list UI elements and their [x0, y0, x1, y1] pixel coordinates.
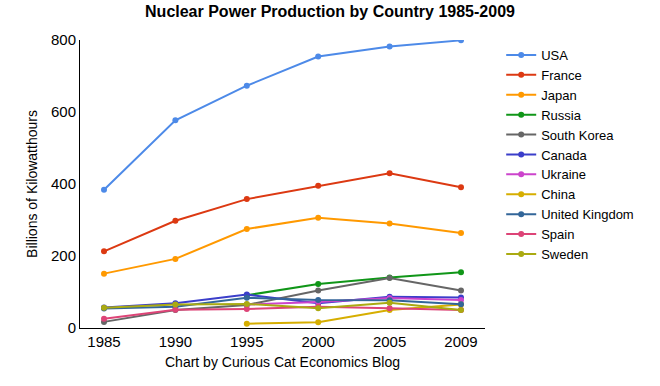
- svg-text:Ukraine: Ukraine: [541, 167, 586, 182]
- svg-text:Chart by Curious Cat Economics: Chart by Curious Cat Economics Blog: [165, 354, 400, 370]
- svg-text:Canada: Canada: [541, 148, 587, 163]
- svg-text:400: 400: [51, 175, 76, 192]
- svg-text:1990: 1990: [159, 333, 192, 350]
- svg-text:0: 0: [68, 319, 76, 336]
- svg-text:United Kingdom: United Kingdom: [541, 207, 634, 222]
- svg-text:China: China: [541, 187, 576, 202]
- svg-text:Sweden: Sweden: [541, 247, 588, 262]
- svg-text:Spain: Spain: [541, 227, 574, 242]
- svg-text:France: France: [541, 68, 581, 83]
- svg-text:Russia: Russia: [541, 108, 582, 123]
- svg-text:Nuclear Power Production by Co: Nuclear Power Production by Country 1985…: [145, 3, 515, 20]
- svg-text:Billions of Kilowatthours: Billions of Kilowatthours: [24, 110, 40, 258]
- svg-text:2009: 2009: [444, 333, 477, 350]
- svg-text:2000: 2000: [302, 333, 335, 350]
- svg-text:1995: 1995: [230, 333, 263, 350]
- svg-text:2005: 2005: [373, 333, 406, 350]
- svg-text:800: 800: [51, 31, 76, 48]
- svg-text:600: 600: [51, 103, 76, 120]
- svg-text:Japan: Japan: [541, 88, 576, 103]
- svg-text:200: 200: [51, 247, 76, 264]
- svg-text:South Korea: South Korea: [541, 128, 614, 143]
- svg-text:USA: USA: [541, 48, 568, 63]
- svg-text:1985: 1985: [87, 333, 120, 350]
